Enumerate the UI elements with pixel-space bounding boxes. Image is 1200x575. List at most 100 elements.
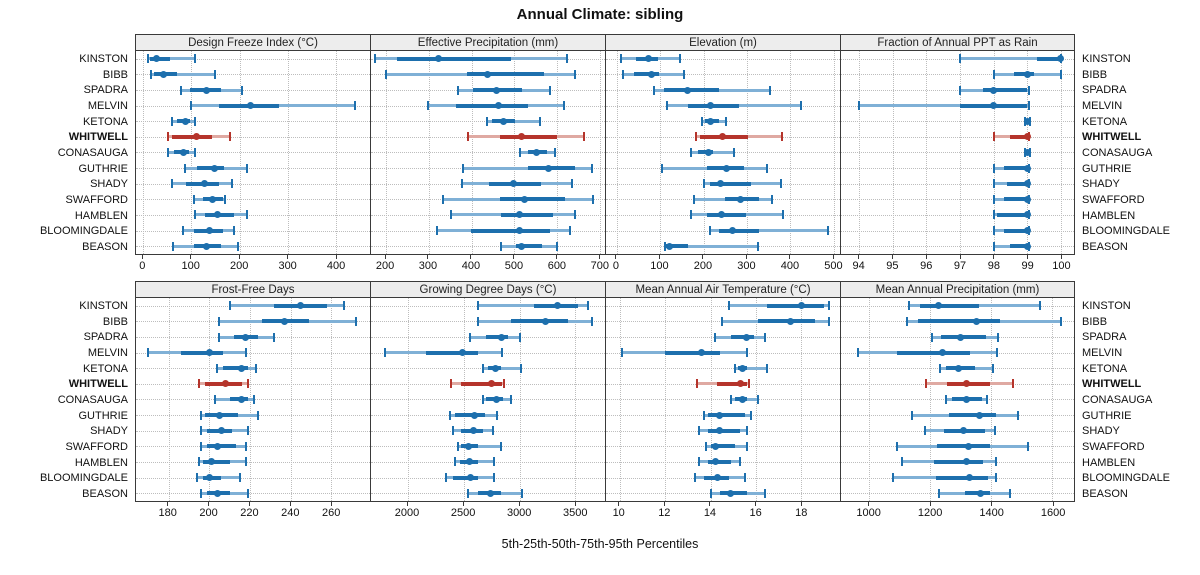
tick-mark	[658, 255, 660, 259]
whisker-cap-95th	[799, 101, 802, 111]
whisker-cap-5th	[911, 410, 914, 420]
x-axis-design-freeze-index-c: 0 100 200 300 400	[135, 255, 370, 279]
whisker-cap-5th	[693, 194, 696, 204]
iqr-25-75-bar	[426, 350, 479, 355]
percentile-row-melvin	[136, 345, 370, 361]
median-dot	[192, 133, 200, 141]
whisker-cap-5th	[959, 85, 961, 95]
whisker-cap-95th	[732, 147, 735, 157]
panel-column-mean-annual-air-temperature-c: Mean Annual Air Temperature (°C) 10 12 14 16…	[605, 281, 840, 526]
iqr-25-75-bar	[1003, 166, 1028, 171]
whisker-cap-95th	[766, 363, 769, 373]
percentile-row-guthrie	[606, 160, 840, 176]
median-dot	[1023, 242, 1031, 250]
percentile-row-conasauga	[841, 392, 1074, 408]
percentile-row-spadra	[136, 82, 370, 98]
gridline-horizontal	[371, 246, 605, 248]
tick-mark	[406, 502, 408, 506]
tick-label: 0	[612, 260, 619, 272]
whisker-cap-5th	[453, 457, 456, 467]
whisker-cap-5th	[620, 54, 623, 64]
site-label-swafford: SWAFFORD	[65, 194, 128, 207]
percentile-row-shady	[136, 176, 370, 192]
median-dot	[209, 195, 217, 203]
percentile-row-bloomingdale	[136, 470, 370, 486]
median-dot	[707, 117, 715, 125]
whisker-cap-5th	[660, 163, 663, 173]
site-label-melvin: MELVIN	[1082, 346, 1123, 359]
iqr-25-75-bar	[1003, 228, 1028, 233]
percentile-row-guthrie	[841, 407, 1074, 423]
whisker-cap-5th	[198, 457, 201, 467]
median-dot	[518, 133, 526, 141]
median-dot	[470, 427, 478, 435]
percentile-row-shady	[371, 423, 605, 439]
percentile-row-whitwell	[371, 376, 605, 392]
gridline-horizontal	[136, 493, 370, 495]
site-label-swafford: SWAFFORD	[1082, 194, 1145, 207]
tick-label: 14	[703, 507, 717, 519]
percentile-row-guthrie	[136, 407, 370, 423]
median-dot	[180, 148, 188, 156]
whisker-cap-95th	[194, 116, 197, 126]
site-label-ketona: KETONA	[1082, 362, 1128, 375]
median-dot	[509, 180, 517, 188]
whisker-cap-95th	[244, 441, 247, 451]
percentile-row-spadra	[606, 82, 840, 98]
median-dot	[544, 164, 552, 172]
iqr-25-75-bar	[172, 134, 213, 139]
whisker-cap-95th	[743, 473, 746, 482]
percentile-row-guthrie	[136, 160, 370, 176]
whisker-cap-95th	[553, 147, 556, 157]
whisker-cap-5th	[460, 179, 463, 189]
median-dot	[716, 427, 724, 435]
median-dot	[786, 317, 794, 325]
median-dot	[203, 242, 211, 250]
whisker-cap-5th	[518, 147, 521, 157]
site-labels: KINSTON BIBB SPADRA MELVIN KETONA WHITWELL CON…	[0, 298, 135, 502]
tick-label: 18	[795, 507, 808, 519]
whisker-cap-5th	[992, 210, 995, 220]
whisker-cap-95th	[246, 488, 249, 498]
whisker-cap-95th	[519, 363, 522, 373]
median-dot	[963, 380, 971, 388]
whisker-cap-5th	[895, 441, 898, 451]
iqr-25-75-bar	[937, 444, 990, 449]
site-label-shady: SHADY	[1082, 425, 1120, 438]
whisker-cap-95th	[781, 210, 784, 220]
whisker-cap-5th	[456, 85, 459, 95]
gridline-horizontal	[136, 58, 370, 60]
tick-mark	[141, 255, 143, 259]
whisker-cap-5th	[698, 457, 701, 467]
whisker-cap-95th	[1027, 85, 1030, 95]
site-label-beason: BEASON	[82, 241, 128, 254]
median-dot	[494, 102, 502, 110]
percentile-row-melvin	[606, 98, 840, 114]
whisker-cap-5th	[448, 410, 451, 420]
whisker-cap-95th	[499, 441, 502, 451]
percentile-row-beason	[371, 238, 605, 254]
gridline-horizontal	[136, 168, 370, 170]
percentile-row-swafford	[371, 191, 605, 207]
tick-label: 200	[229, 260, 249, 272]
tick-label: 16	[749, 507, 762, 519]
whisker-5-95-range	[710, 229, 828, 232]
median-dot	[281, 317, 289, 325]
gridline-horizontal	[136, 90, 370, 92]
percentile-row-guthrie	[606, 407, 840, 423]
median-dot	[483, 70, 491, 78]
tick-mark	[615, 255, 617, 259]
percentile-row-conasauga	[371, 392, 605, 408]
whisker-cap-5th	[485, 116, 488, 126]
tick-label: 2500	[450, 507, 476, 519]
gridline-horizontal	[841, 168, 1074, 170]
percentile-row-ketona	[606, 360, 840, 376]
panel-title: Effective Precipitation (mm)	[417, 36, 559, 49]
iqr-25-75-bar	[203, 459, 230, 464]
whisker-cap-5th	[992, 69, 995, 79]
percentile-row-bloomingdale	[606, 470, 840, 486]
site-label-shady: SHADY	[90, 178, 128, 191]
percentile-row-swafford	[136, 438, 370, 454]
whisker-cap-95th	[574, 69, 577, 79]
site-label-beason: BEASON	[1082, 241, 1128, 254]
